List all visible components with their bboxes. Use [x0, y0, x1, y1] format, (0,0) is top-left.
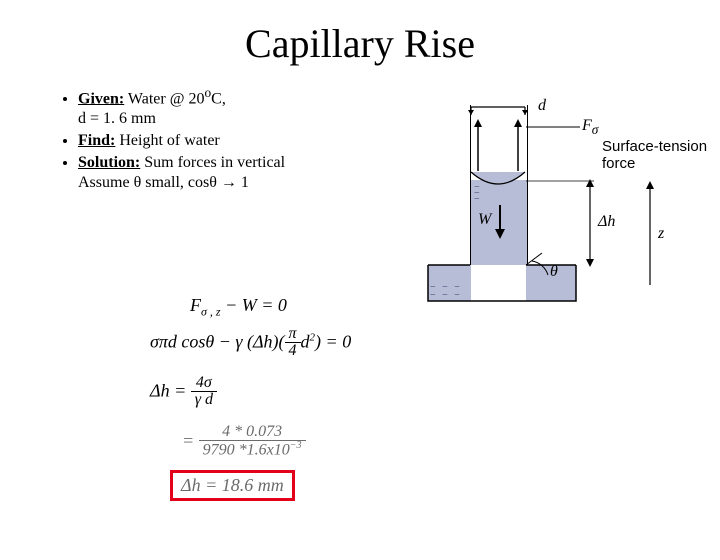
- eq1-tail: − W = 0: [221, 295, 287, 315]
- answer-box: Δh = 18.6 mm: [170, 470, 295, 501]
- bullet-solution: Solution: Sum forces in vertical Assume …: [78, 153, 370, 193]
- given-text: Water @ 20: [124, 90, 204, 107]
- sol-text: Sum forces in vertical: [140, 154, 285, 171]
- content-area: Given: Water @ 20oC, d = 1. 6 mm Find: H…: [0, 85, 720, 345]
- f-sigma-label: Fσ: [582, 117, 598, 138]
- eq2-d: d: [301, 331, 310, 351]
- d-label: d: [538, 97, 546, 115]
- container-outline: [370, 85, 700, 345]
- eq-line3: Δh = 4σγ d: [150, 375, 351, 410]
- given-label: Given:: [78, 90, 124, 107]
- z-label: z: [658, 225, 664, 243]
- dh-label: Δh: [598, 213, 615, 231]
- eq3-lhs: Δh =: [150, 380, 191, 400]
- capillary-diagram: − − − − − − − − − − − − − − − − − − − − …: [370, 85, 700, 345]
- eq-line2: σπd cosθ − γ (Δh)(π4d2) = 0: [150, 326, 351, 361]
- sol-theta2: θ: [209, 174, 221, 191]
- eq2-frac: π4: [285, 326, 301, 361]
- eq2-c: ) = 0: [315, 331, 351, 351]
- eq4-den-sup: −3: [290, 440, 302, 451]
- eq4-lhs: =: [182, 430, 199, 450]
- eq2-den: 4: [285, 342, 301, 361]
- theta-label: θ: [550, 263, 558, 281]
- eq-line1: Fσ , z − W = 0: [190, 295, 351, 320]
- given-tail: C,: [211, 90, 226, 107]
- bullet-given: Given: Water @ 20oC, d = 1. 6 mm: [78, 85, 370, 129]
- eq2-a: σπd cosθ − γ (Δh)(: [150, 331, 285, 351]
- eq3-frac: 4σγ d: [191, 375, 217, 410]
- sol-arrow: →: [221, 174, 237, 191]
- bullet-list: Given: Water @ 20oC, d = 1. 6 mm Find: H…: [30, 85, 370, 193]
- eq4-den-a: 9790 *1.6x10: [203, 441, 290, 458]
- sol-label: Solution:: [78, 154, 140, 171]
- sol-line2a: Assume: [78, 174, 134, 191]
- eq3-num: 4σ: [191, 375, 217, 391]
- find-text: Height of water: [115, 132, 219, 149]
- eq3-den: γ d: [191, 391, 217, 410]
- eq4-frac: 4 * 0.0739790 *1.6x10−3: [199, 424, 306, 460]
- given-line2: d = 1. 6 mm: [78, 110, 156, 127]
- page-title: Capillary Rise: [0, 20, 720, 67]
- eq1-F: F: [190, 295, 201, 315]
- sol-line2b: small, cos: [141, 174, 209, 191]
- eq-line4: = 4 * 0.0739790 *1.6x10−3: [182, 424, 351, 460]
- eq4-num: 4 * 0.073: [199, 424, 306, 440]
- eq1-sub: σ , z: [201, 305, 221, 319]
- f-sub: σ: [592, 122, 599, 137]
- equations-block: Fσ , z − W = 0 σπd cosθ − γ (Δh)(π4d2) =…: [150, 295, 351, 507]
- eq2-num: π: [285, 326, 301, 342]
- right-column: − − − − − − − − − − − − − − − − − − − − …: [370, 85, 700, 345]
- surface-tension-label: Surface-tension force: [602, 139, 712, 172]
- eq4-den: 9790 *1.6x10−3: [199, 440, 306, 460]
- f-char: F: [582, 117, 592, 134]
- bullet-find: Find: Height of water: [78, 131, 370, 151]
- w-label: W: [478, 211, 491, 229]
- eq-answer-row: Δh = 18.6 mm: [170, 470, 351, 501]
- find-label: Find:: [78, 132, 115, 149]
- sol-line2c: 1: [237, 174, 249, 191]
